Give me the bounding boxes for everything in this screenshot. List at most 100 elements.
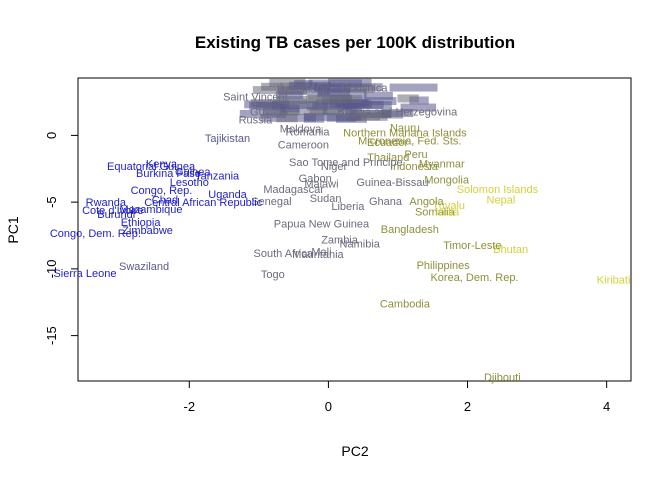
cluster-mark [276,114,298,123]
point-label: Northern Mariana Islands [343,128,467,140]
cluster-mark [308,95,363,104]
point-label: Somalia [415,206,456,218]
point-label: Tanzania [195,170,240,182]
point-label: Djibouti [484,372,521,384]
cluster-mark [342,97,397,106]
point-label: Rwanda [86,197,127,209]
cluster-mark [409,96,429,105]
point-label: Burkina Faso [136,168,201,180]
point-label: Kenya [146,158,178,170]
point-label: Gabon [299,173,332,185]
cluster-mark [279,106,327,115]
y-tick-label: 0 [44,132,59,139]
point-label: Sao Tome and Principe [289,157,403,169]
point-label: Indonesia [390,161,439,173]
point-label: South Africa [254,248,314,260]
point-label: Burundi [97,209,135,221]
point-label: Chad [152,194,178,206]
cluster-mark [303,114,325,123]
point-label: Guinea [175,166,211,178]
point-label: Papua New Guinea [274,218,370,230]
point-label: Bhutan [493,244,528,256]
x-tick-label: 2 [464,399,471,414]
point-label: Malawi [304,178,338,190]
cluster-mark [400,103,437,112]
point-label: Lesotho [170,177,209,189]
cluster-mark [389,83,438,92]
point-label: Senegal [251,196,291,208]
point-label: Ecuador [367,137,408,149]
cluster-mark [239,109,287,118]
point-label: Nepal [487,194,516,206]
point-label: Central African Republic [144,197,263,209]
point-label: Bosnia and Herzegovina [337,106,458,118]
dense-cluster [239,78,438,123]
point-label: Cambodia [380,299,431,311]
y-axis-title: PC1 [5,216,21,243]
point-label: Swaziland [119,261,169,273]
cluster-mark [328,78,372,87]
cluster-mark [288,81,331,90]
x-tick-label: -2 [184,399,196,414]
point-label: Liberia [331,201,365,213]
cluster-mark [317,89,367,98]
point-label: Mali [311,247,331,259]
point-label: India [435,206,460,218]
cluster-mark [397,94,419,103]
point-label: Moldova [280,124,322,136]
y-axis: -15 -10 -5 0 [44,132,78,345]
point-label: Peru [404,149,427,161]
point-label: Sudan [310,193,342,205]
y-tick-label: -5 [44,196,59,208]
point-label: Uganda [208,189,247,201]
cluster-mark [309,107,344,116]
point-label: Ghana [369,196,403,208]
point-label: Angola [409,196,444,208]
cluster-mark [249,101,286,110]
y-tick-label: -15 [44,326,59,345]
point-label: Micronesia, Fed. Sts. [358,136,461,148]
point-label: Cote d'Ivoire [82,205,143,217]
point-label: Mozambique [120,204,183,216]
point-label: Congo, Rep. [131,185,193,197]
point-label: Equatorial Guinea [107,161,196,173]
cluster-mark [316,99,370,108]
point-label: Russia [239,114,274,126]
point-label: Bangladesh [381,224,439,236]
point-label: Philippines [417,260,471,272]
point-label: Nauru [390,122,420,134]
point-label: Korea, Dem. Rep. [430,272,518,284]
point-label: Mongolia [424,174,470,186]
point-label: Solomon Islands [457,184,539,196]
point-label: Sierra Leone [53,268,116,280]
cluster-mark [364,91,393,100]
x-tick-label: 0 [325,399,332,414]
point-label: Togo [261,269,285,281]
plot-frame [77,77,632,382]
cluster-mark [275,91,304,100]
cluster-mark [280,104,300,113]
point-label: Myanmar [419,158,465,170]
cluster-mark [303,112,361,121]
x-axis-title: PC2 [341,443,368,459]
point-labels: Djibouti Kiribati Cambodia Korea, Dem. Rep.… [50,82,631,384]
point-label: Niger [321,161,348,173]
point-label: Guyana [250,106,289,118]
point-label: Cameroon [278,140,329,152]
point-label: Romania [286,126,331,138]
point-label: Thailand [367,152,409,164]
x-axis: -2 0 2 4 [184,381,610,414]
point-label: Saint Vincent [223,92,288,104]
point-label: Guinea-Bissau [356,177,428,189]
point-label: Zambia [321,235,359,247]
point-label: Ethiopia [121,217,162,229]
point-label: Mauritania [292,249,344,261]
point-label: Kiribati [597,275,631,287]
point-label: Tuvalu [432,200,465,212]
point-label: Dominica [342,82,389,94]
point-label: Timor-Leste [443,240,501,252]
point-label: Zimbabwe [122,225,173,237]
point-label: Tajikistan [205,133,250,145]
point-label: Namibia [340,239,381,251]
